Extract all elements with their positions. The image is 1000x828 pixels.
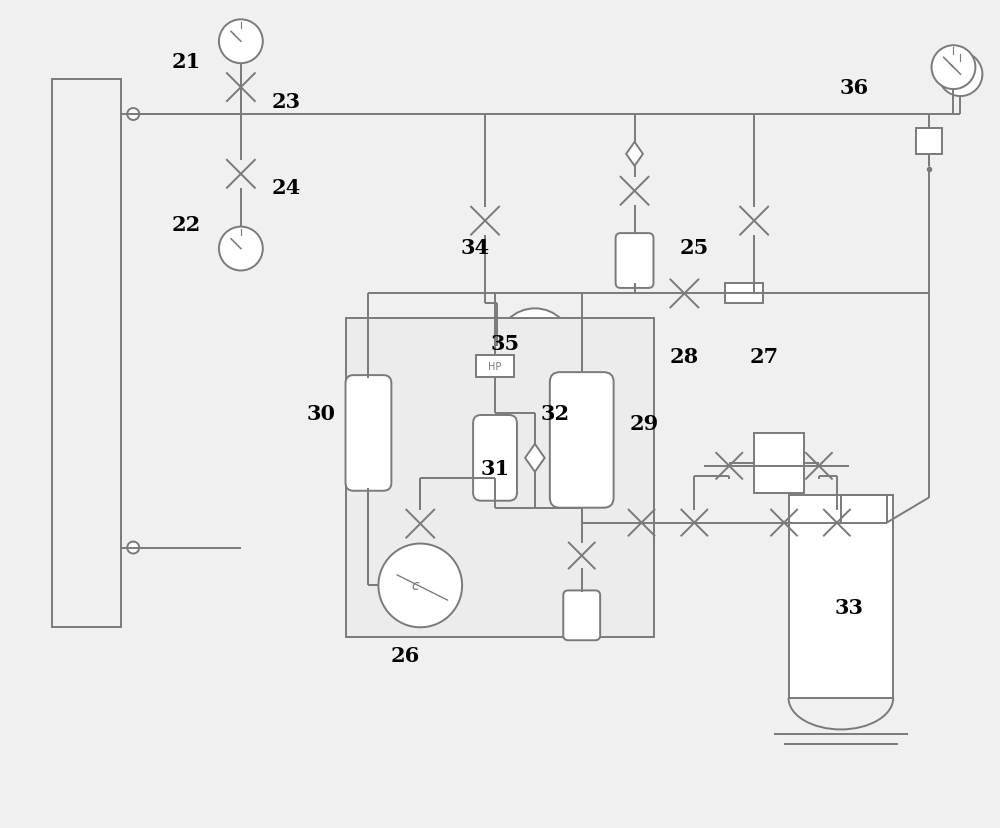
Text: 22: 22 [171,214,201,234]
Text: 29: 29 [630,413,659,433]
FancyBboxPatch shape [550,373,614,508]
FancyBboxPatch shape [563,590,600,641]
FancyBboxPatch shape [473,416,517,501]
Circle shape [219,21,263,64]
Bar [52,80,121,628]
Text: 35: 35 [490,334,520,354]
Text: 26: 26 [391,645,420,666]
FancyBboxPatch shape [616,233,653,289]
Circle shape [219,228,263,271]
Bar [476,356,514,378]
Polygon shape [525,445,545,472]
FancyBboxPatch shape [346,376,391,491]
Circle shape [497,309,573,385]
Text: 21: 21 [171,52,201,72]
Circle shape [127,109,139,121]
Bar [725,284,763,304]
Bar [916,129,942,155]
Text: 33: 33 [834,598,863,618]
Circle shape [932,46,975,90]
Polygon shape [626,142,643,166]
Text: 24: 24 [271,177,300,198]
Polygon shape [514,326,556,368]
Text: 31: 31 [480,458,510,479]
Text: 27: 27 [750,347,779,367]
Bar [789,496,893,698]
Text: 30: 30 [306,403,335,423]
Circle shape [127,542,139,554]
Text: 34: 34 [461,238,490,258]
Text: 25: 25 [680,238,709,258]
Text: 23: 23 [271,92,300,112]
Bar [346,319,654,638]
Text: 36: 36 [839,78,868,98]
Text: 32: 32 [540,403,569,423]
Text: c: c [411,579,419,593]
Circle shape [939,53,982,97]
Circle shape [378,544,462,628]
Bar [754,433,804,493]
Text: HP: HP [488,362,502,372]
Text: 28: 28 [670,347,699,367]
